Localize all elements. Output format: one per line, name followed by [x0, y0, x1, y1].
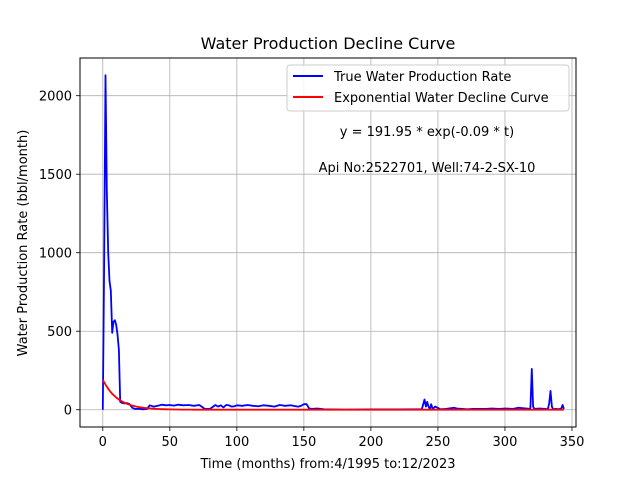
- well-annotation: Api No:2522701, Well:74-2-SX-10: [319, 161, 536, 176]
- x-tick-label: 0: [99, 435, 107, 450]
- series-line-decline-curve: [101, 379, 564, 411]
- legend-box: [286, 64, 570, 112]
- chart-title: Water Production Decline Curve: [201, 34, 456, 53]
- y-tick-label: 500: [47, 325, 72, 340]
- y-tick-label: 2000: [39, 90, 72, 105]
- x-tick-label: 150: [291, 435, 316, 450]
- y-tick-label: 1000: [39, 247, 72, 262]
- x-tick-label: 50: [162, 435, 179, 450]
- y-axis-ticks: 0 500 1000 1500 2000: [39, 90, 80, 419]
- x-tick-label: 100: [224, 435, 249, 450]
- x-tick-label: 300: [493, 435, 518, 450]
- y-tick-label: 0: [64, 404, 72, 419]
- equation-annotation: y = 191.95 * exp(-0.09 * t): [340, 125, 514, 140]
- legend: True Water Production Rate Exponential W…: [286, 64, 570, 112]
- legend-label-decline-curve: Exponential Water Decline Curve: [334, 91, 549, 106]
- x-tick-label: 250: [426, 435, 451, 450]
- x-axis-label: Time (months) from:4/1995 to:12/2023: [199, 457, 455, 472]
- series-line-true-rate: [101, 74, 565, 411]
- legend-label-true-rate: True Water Production Rate: [333, 70, 511, 85]
- plot-frame: [79, 57, 577, 428]
- plot-area: [101, 74, 565, 411]
- y-axis-label: Water Production Rate (bbl/month): [16, 130, 31, 357]
- x-tick-label: 200: [358, 435, 383, 450]
- x-axis-ticks: 0 50 100 150 200 250 300 350: [99, 427, 585, 450]
- y-tick-label: 1500: [39, 168, 72, 183]
- x-tick-label: 350: [560, 435, 585, 450]
